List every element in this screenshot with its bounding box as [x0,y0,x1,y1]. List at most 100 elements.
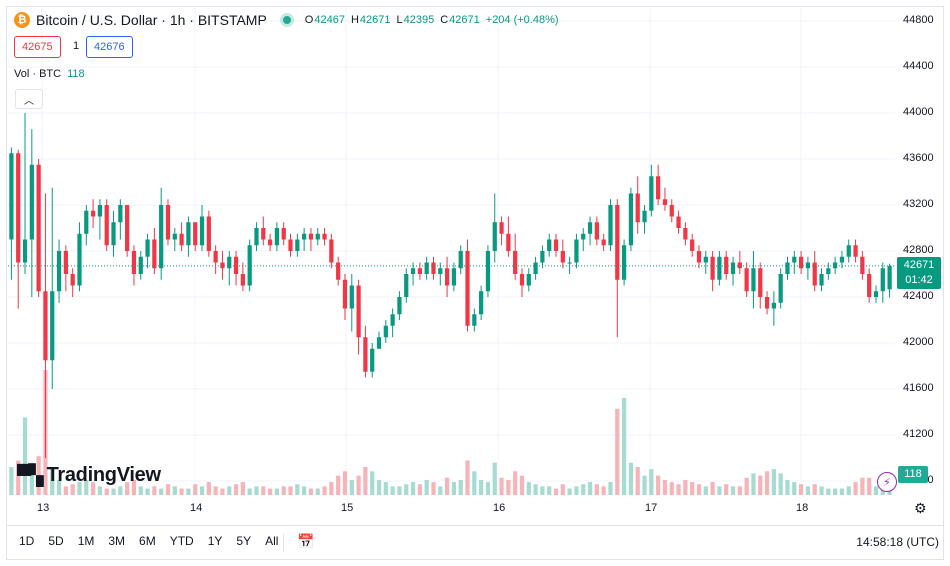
candle-body [370,348,375,372]
volume-bar [485,482,491,495]
price-tick-label: 41600 [903,382,934,394]
candle-body [533,262,538,274]
volume-bar [138,486,143,495]
candle [867,268,872,303]
candle [587,216,593,246]
candle-body [404,274,409,297]
volume-bar [785,479,790,495]
candle [710,251,715,292]
calendar-icon[interactable]: 📅 [297,533,315,549]
volume-bar [690,482,695,495]
buy-button[interactable]: 42676 [86,36,133,58]
range-button-all[interactable]: All [265,534,279,548]
candle [839,251,845,269]
candle-body [567,262,572,264]
candle-body [70,274,75,286]
price-tick-label: 41200 [903,428,934,440]
range-button-1y[interactable]: 1Y [207,534,223,548]
volume-bar [819,486,824,495]
candle [785,256,790,280]
gear-icon[interactable]: ⚙ [914,500,927,516]
candle-body [730,262,736,274]
range-button-5d[interactable]: 5D [48,534,64,548]
candle [16,149,21,309]
candle [390,308,395,338]
volume-bar [104,488,109,495]
candle-body [628,193,634,246]
candle-body [771,302,776,309]
volume-bar [336,475,341,495]
range-button-1m[interactable]: 1M [77,534,95,548]
price-tick-label: 42000 [903,336,934,348]
volume-bar [533,484,538,495]
volume-bar [267,488,273,495]
range-button-1d[interactable]: 1D [19,534,35,548]
candle [22,113,28,274]
symbol-title[interactable]: Bitcoin / U.S. Dollar · 1h · BITSTAMP [36,12,267,28]
candle [560,239,565,269]
volume-bar [254,486,259,495]
candle [553,233,559,257]
range-button-5y[interactable]: 5Y [236,534,252,548]
range-button-ytd[interactable]: YTD [169,534,194,548]
volume-bar [281,486,286,495]
candle [730,256,736,286]
lightning-icon[interactable]: ⚡ [877,472,897,492]
candle-body [621,245,627,280]
volume-bar [771,469,776,495]
candle [376,331,382,349]
candle-body [547,239,552,251]
volume-bar [261,486,266,495]
candle [152,228,157,274]
candle-body [438,268,443,274]
candle [444,256,450,297]
candle [267,233,273,251]
range-button-3m[interactable]: 3M [108,534,126,548]
volume-bar [615,408,620,495]
utc-clock[interactable]: 14:58:18 (UTC) [856,535,939,549]
volume-bar [853,482,858,495]
candle [84,205,89,246]
volume-bar [29,462,34,495]
volume-bar [206,482,211,495]
candle [227,251,232,286]
volume-bar [220,488,225,495]
volume-bar [594,484,599,495]
volume-bar [50,466,55,495]
volume-bar [839,488,845,495]
candle-body [710,256,715,280]
candle-body [696,251,702,263]
candle-body [274,228,280,246]
volume-bar [376,479,382,495]
candle-body [111,222,116,246]
candle [656,164,661,205]
candle-body [717,256,722,280]
candle-body [560,251,565,263]
candle [798,251,804,274]
candle-body [887,265,892,290]
volume-bar [805,486,811,495]
volume-bar [63,486,68,495]
ohlc-values: O42467 H42671 L42395 C42671 +204 (+0.48%) [304,14,559,26]
tradingview-logo[interactable]: ▀▚ TradingView [17,464,161,487]
volume-bar [165,484,171,495]
candle [853,239,858,263]
volume-bar [56,479,62,495]
candle-body [36,164,41,292]
candle-body [601,239,606,246]
volume-bar [90,482,96,495]
candle [846,239,851,263]
candle-body [131,251,137,274]
candle-body [16,153,21,263]
volume-bar [669,482,674,495]
volume-bar [567,488,572,495]
range-button-6m[interactable]: 6M [139,534,156,548]
candle [206,210,211,257]
volume-legend: Vol · BTC 118 [14,68,85,80]
collapse-legend-button[interactable]: ︿ [15,89,43,109]
sell-button[interactable]: 42675 [14,36,61,58]
candle [696,245,702,269]
candle-body [9,153,14,240]
volume-bar [581,484,586,495]
volume-bar [608,482,613,495]
